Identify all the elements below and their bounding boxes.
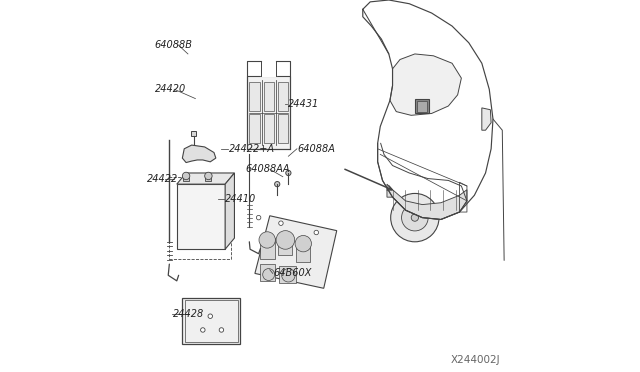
Circle shape: [262, 269, 275, 280]
Circle shape: [390, 193, 439, 242]
Polygon shape: [248, 76, 291, 149]
Bar: [296, 242, 310, 262]
Polygon shape: [261, 61, 276, 76]
Polygon shape: [182, 145, 216, 163]
Text: 24422+A: 24422+A: [229, 144, 275, 154]
Bar: [182, 298, 240, 344]
Polygon shape: [390, 54, 461, 115]
Text: 24410: 24410: [225, 194, 257, 204]
Circle shape: [257, 215, 261, 220]
Text: X244002J: X244002J: [451, 355, 500, 365]
Bar: [264, 114, 274, 143]
Bar: [278, 81, 289, 110]
Circle shape: [259, 232, 275, 248]
Bar: [278, 114, 289, 143]
Bar: [260, 264, 275, 281]
Polygon shape: [177, 173, 234, 184]
Bar: [170, 177, 231, 259]
Circle shape: [205, 172, 212, 180]
Text: 24422: 24422: [147, 174, 179, 183]
Circle shape: [286, 170, 291, 176]
Text: 64088A: 64088A: [298, 144, 335, 154]
Circle shape: [182, 172, 190, 180]
Bar: [250, 81, 260, 110]
Circle shape: [200, 328, 205, 332]
Circle shape: [295, 235, 312, 252]
Circle shape: [282, 269, 295, 282]
Text: 24428: 24428: [173, 310, 204, 319]
Text: 64B60X: 64B60X: [273, 269, 312, 278]
Polygon shape: [482, 108, 491, 130]
Bar: [264, 81, 274, 110]
Polygon shape: [387, 184, 467, 219]
Text: 24431: 24431: [287, 99, 319, 109]
Bar: [279, 266, 296, 283]
Circle shape: [314, 230, 319, 235]
Bar: [278, 234, 292, 255]
Bar: [260, 238, 275, 259]
Polygon shape: [255, 216, 337, 288]
Bar: [205, 177, 211, 181]
Bar: [250, 114, 260, 143]
Bar: [184, 300, 238, 342]
Bar: [191, 131, 196, 136]
Text: 64088B: 64088B: [154, 40, 193, 49]
Polygon shape: [225, 173, 234, 249]
Polygon shape: [177, 184, 225, 249]
Circle shape: [401, 204, 428, 231]
Circle shape: [276, 231, 294, 249]
Circle shape: [219, 328, 223, 332]
Circle shape: [412, 214, 419, 221]
Circle shape: [208, 314, 212, 318]
Bar: [415, 99, 429, 113]
Circle shape: [275, 182, 280, 187]
Bar: [417, 101, 427, 112]
Circle shape: [278, 221, 283, 225]
Text: 24420: 24420: [154, 84, 186, 94]
Text: 64088AA: 64088AA: [246, 164, 290, 174]
Bar: [183, 177, 189, 181]
